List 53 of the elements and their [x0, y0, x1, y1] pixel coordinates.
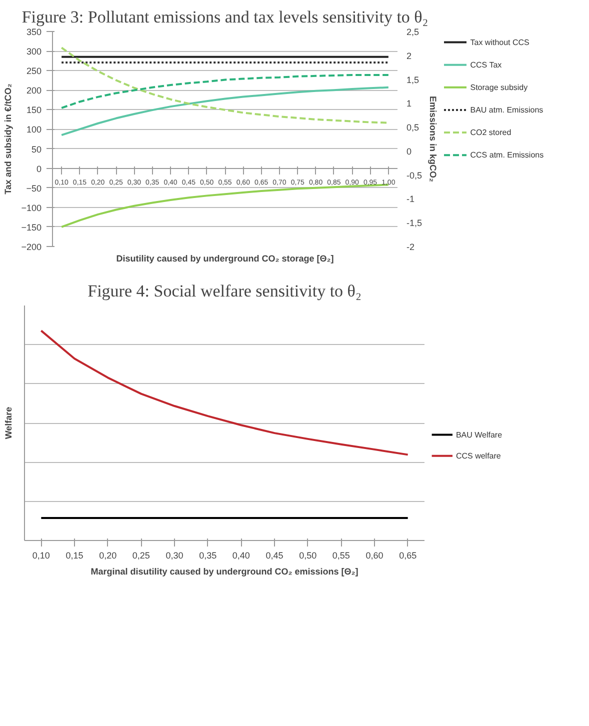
y-tick-label: −50 — [26, 183, 42, 194]
legend-label: CCS atm. Emissions — [470, 150, 544, 160]
y2-tick-label: 1 — [406, 98, 412, 109]
y2-tick-label: -1,5 — [406, 218, 422, 228]
legend-label: CCS Tax — [470, 60, 502, 70]
x-axis-title: Marginal disutility caused by underground CO₂ emissions [Θ₂] — [90, 566, 358, 576]
x-tick-label: 0,15 — [66, 550, 84, 560]
y-axis-title: Tax and subsidy in €/tCO₂ — [3, 84, 14, 194]
x-tick-label: 0,50 — [299, 550, 317, 560]
x-tick-label: 0,25 — [132, 550, 150, 560]
x-tick-label: 0,10 — [32, 550, 50, 560]
x-tick-label: 0,35 — [199, 550, 217, 560]
line-series — [60, 184, 390, 228]
legend-label: BAU atm. Emissions — [470, 105, 544, 114]
legend-label: Tax without CCS — [470, 38, 530, 47]
y2-tick-label: 2,5 — [406, 27, 420, 37]
x-tick-label: 0,40 — [232, 550, 250, 560]
line-series — [60, 46, 390, 124]
y-tick-label: 250 — [26, 66, 42, 76]
x-tick-label: 0,60 — [366, 550, 384, 560]
legend-label: BAU Welfare — [456, 430, 503, 440]
y-tick-label: 150 — [26, 105, 42, 116]
y-tick-label: −100 — [21, 202, 42, 213]
y2-axis-title: Emissions in kgCO₂ — [428, 96, 438, 182]
legend-label: CCS welfare — [456, 451, 502, 460]
y2-tick-label: 2 — [406, 50, 412, 61]
chart-title: Figure 3: Pollutant emissions and tax levels sensitivity to θ₂ — [22, 8, 428, 26]
chart-title: Figure 4: Social welfare sensitivity to θ₂ — [88, 282, 362, 300]
y-tick-label: 350 — [26, 27, 42, 37]
y-axis-title: Welfare — [4, 406, 14, 440]
x-tick-label: 0,65 — [399, 550, 417, 560]
y2-tick-label: -0,5 — [406, 170, 422, 180]
legend-label: Storage subsidy — [470, 82, 528, 92]
y2-tick-label: 0 — [406, 146, 412, 156]
y2-tick-label: -1 — [406, 194, 415, 204]
y2-tick-label: -2 — [406, 242, 415, 252]
y-tick-label: −150 — [21, 222, 42, 232]
line-series — [60, 74, 390, 109]
x-tick-label: 0,55 — [332, 550, 350, 560]
x-tick-label: 0,45 — [266, 550, 284, 560]
x-tick-label: 0,30 — [166, 550, 184, 560]
x-axis-title: Disutility caused by underground CO₂ storage [Θ₂] — [116, 254, 334, 264]
x-tick-label: 0,20 — [99, 550, 117, 560]
y-tick-label: 300 — [26, 46, 42, 57]
y-tick-label: 0 — [36, 164, 42, 174]
y-tick-label: −200 — [21, 242, 42, 252]
y-tick-label: 100 — [26, 124, 42, 135]
legend-label: CO2 stored — [470, 128, 512, 138]
y-tick-label: 50 — [31, 144, 42, 154]
y2-tick-label: 1,5 — [406, 74, 420, 85]
y-tick-label: 200 — [26, 86, 42, 96]
y2-tick-label: 0,5 — [406, 122, 420, 133]
line-series — [60, 86, 390, 136]
